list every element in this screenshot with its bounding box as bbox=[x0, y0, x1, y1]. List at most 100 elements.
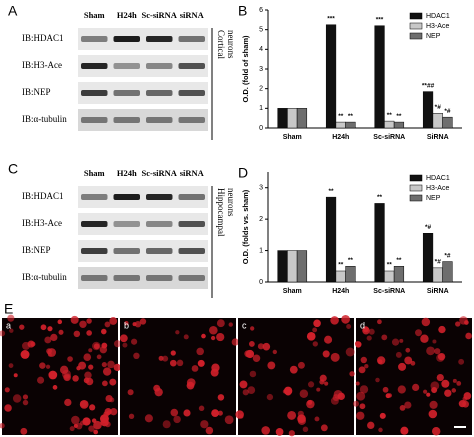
cell bbox=[235, 410, 244, 419]
cell bbox=[170, 350, 176, 356]
cell bbox=[211, 409, 219, 418]
blot-strip bbox=[78, 28, 208, 50]
row-label: IB:HDAC1 bbox=[22, 33, 64, 43]
legend-swatch bbox=[409, 184, 423, 192]
y-tick-label: 0 bbox=[259, 125, 263, 132]
significance-label: *# bbox=[435, 259, 442, 266]
cell bbox=[464, 320, 469, 325]
cell bbox=[404, 401, 412, 409]
cell bbox=[421, 317, 431, 327]
cell bbox=[113, 340, 122, 348]
blot-band bbox=[81, 117, 108, 123]
cell bbox=[458, 358, 465, 365]
cell bbox=[463, 392, 472, 400]
panel-letter: E bbox=[4, 301, 13, 317]
cell bbox=[79, 400, 87, 408]
significance-label: *** bbox=[376, 16, 384, 23]
cell bbox=[353, 400, 360, 407]
significance-label: ** bbox=[387, 112, 393, 119]
side-label: neurons bbox=[226, 30, 236, 59]
bar bbox=[287, 250, 298, 283]
cell bbox=[434, 348, 441, 355]
cell bbox=[12, 394, 22, 403]
cell bbox=[455, 321, 461, 327]
cell bbox=[93, 420, 102, 430]
cell bbox=[113, 363, 121, 372]
cell bbox=[360, 356, 367, 364]
cell bbox=[444, 389, 452, 397]
bar bbox=[393, 266, 405, 283]
cell bbox=[412, 383, 420, 392]
cell bbox=[205, 426, 214, 435]
cell bbox=[272, 349, 277, 355]
panel-letter: C bbox=[8, 161, 18, 177]
legend-label: HDAC1 bbox=[426, 175, 450, 182]
cell bbox=[398, 362, 407, 371]
blot-band bbox=[178, 63, 205, 69]
cell bbox=[162, 355, 169, 362]
significance-label: ** bbox=[348, 257, 354, 264]
blot-band bbox=[178, 194, 205, 200]
cell bbox=[72, 375, 79, 382]
cell bbox=[322, 350, 330, 358]
cell bbox=[431, 427, 441, 436]
cell bbox=[346, 324, 352, 329]
cell bbox=[337, 392, 345, 401]
cell bbox=[345, 347, 355, 357]
cell bbox=[381, 334, 388, 341]
cell bbox=[50, 333, 58, 342]
blot-band bbox=[81, 36, 108, 42]
cell bbox=[86, 330, 92, 336]
blot-strip bbox=[78, 213, 208, 235]
cell bbox=[432, 339, 437, 344]
cell bbox=[122, 342, 128, 348]
bar bbox=[422, 233, 434, 283]
y-tick-label: 5 bbox=[259, 27, 263, 34]
lane-label: siRNA bbox=[180, 168, 205, 178]
blot-band bbox=[81, 221, 108, 227]
cell bbox=[224, 415, 234, 425]
cell bbox=[64, 398, 72, 407]
significance-label: ** bbox=[329, 188, 335, 195]
lane-label: Sham bbox=[84, 168, 105, 178]
cell bbox=[102, 380, 108, 387]
cell bbox=[307, 400, 313, 405]
image-label: a bbox=[6, 320, 11, 330]
cell bbox=[0, 330, 6, 337]
y-axis-label: O.D. (folds vs. sham) bbox=[241, 189, 250, 264]
x-tick-label: H24h bbox=[332, 134, 349, 141]
cell bbox=[186, 381, 195, 390]
cell bbox=[297, 361, 305, 369]
bar bbox=[442, 261, 453, 283]
cell bbox=[4, 404, 12, 412]
cell bbox=[250, 326, 255, 331]
cell bbox=[441, 379, 450, 388]
bar bbox=[393, 121, 405, 129]
x-tick-label: Sham bbox=[283, 288, 302, 295]
cell bbox=[124, 320, 129, 326]
panel-letter: D bbox=[238, 165, 248, 181]
cell bbox=[313, 319, 321, 328]
bar bbox=[325, 24, 337, 129]
cell bbox=[262, 342, 271, 351]
cell bbox=[355, 341, 362, 348]
cell bbox=[139, 318, 147, 325]
cell bbox=[59, 365, 69, 375]
cell bbox=[324, 381, 329, 386]
cell bbox=[355, 381, 360, 386]
cell bbox=[261, 426, 271, 435]
cell bbox=[376, 356, 386, 365]
legend-swatch bbox=[409, 22, 423, 30]
row-label: IB:NEP bbox=[22, 87, 51, 97]
cell bbox=[312, 341, 318, 347]
cell bbox=[330, 316, 339, 325]
lane-label: siRNA bbox=[180, 10, 205, 20]
panel-letter: B bbox=[238, 3, 247, 19]
cell bbox=[362, 326, 369, 333]
significance-label: ** bbox=[387, 262, 393, 269]
cell bbox=[4, 387, 10, 393]
side-label: Hippocampal bbox=[216, 188, 226, 237]
y-tick-label: 3 bbox=[259, 185, 263, 192]
blot-strip bbox=[78, 55, 208, 77]
cell bbox=[201, 333, 206, 339]
